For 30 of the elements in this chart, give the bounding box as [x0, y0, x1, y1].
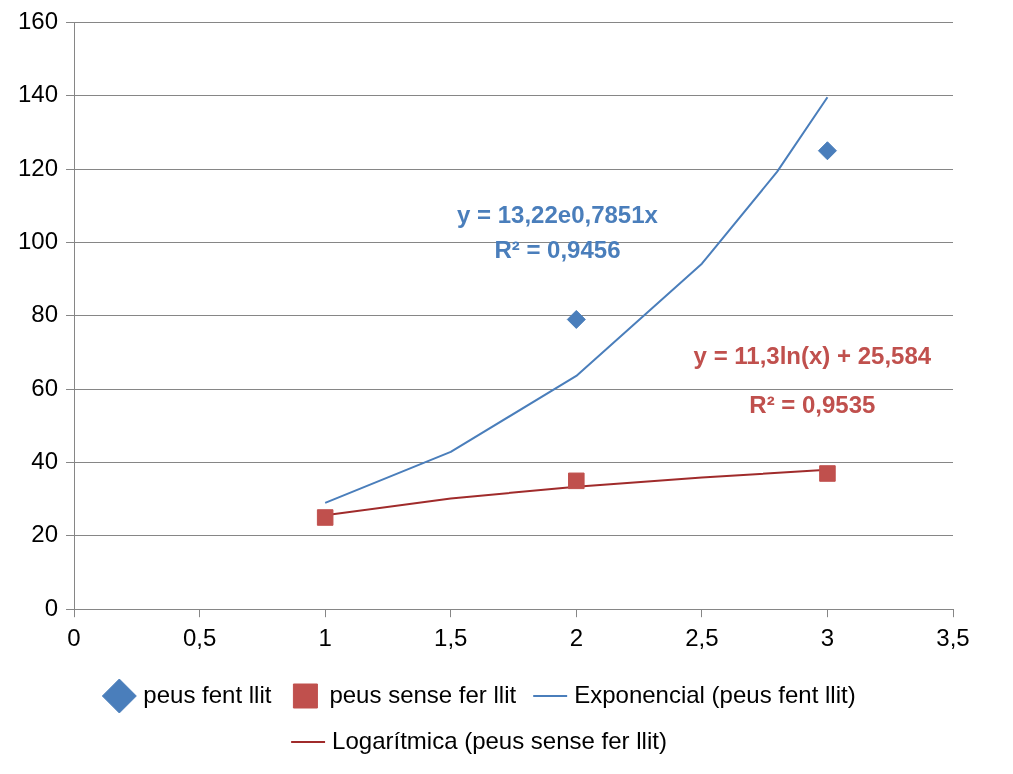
annotation: y = 11,3ln(x) + 25,584	[693, 341, 932, 369]
legend-label: peus sense fer llit	[329, 680, 517, 708]
y-tick-label: 40	[31, 447, 59, 475]
x-tick-label: 1	[318, 624, 332, 652]
y-tick-label: 80	[31, 300, 59, 328]
x-tick-label: 2	[569, 624, 583, 652]
y-tick-label: 0	[44, 593, 59, 621]
y-tick-label: 120	[18, 153, 59, 181]
point	[817, 141, 837, 161]
point	[819, 465, 836, 482]
point	[566, 309, 586, 329]
y-tick-label: 160	[18, 7, 59, 35]
x-tick-label: 3,5	[936, 624, 970, 652]
point	[568, 472, 585, 490]
y-tick-label: 140	[18, 80, 59, 108]
annotation: y = 13,22e0,7851x	[457, 200, 659, 228]
legend-label: Logarítmica (peus sense fer llit)	[332, 726, 667, 754]
x-tick-label: 1,5	[434, 624, 468, 652]
legend-label: Exponencial (peus fent llit)	[574, 680, 856, 708]
x-tick-label: 0,5	[182, 624, 217, 652]
y-tick-label: 100	[18, 227, 59, 255]
x-tick-label: 2,5	[685, 624, 719, 652]
x-tick-label: 0	[67, 624, 81, 652]
annotation: R² = 0,9535	[749, 391, 876, 419]
y-tick-label: 20	[31, 520, 59, 548]
legend-label: peus fent llit	[143, 680, 272, 708]
y-tick-label: 60	[31, 373, 59, 401]
x-tick-label: 3	[820, 624, 835, 652]
point	[316, 509, 334, 526]
annotation: R² = 0,9456	[494, 235, 621, 263]
